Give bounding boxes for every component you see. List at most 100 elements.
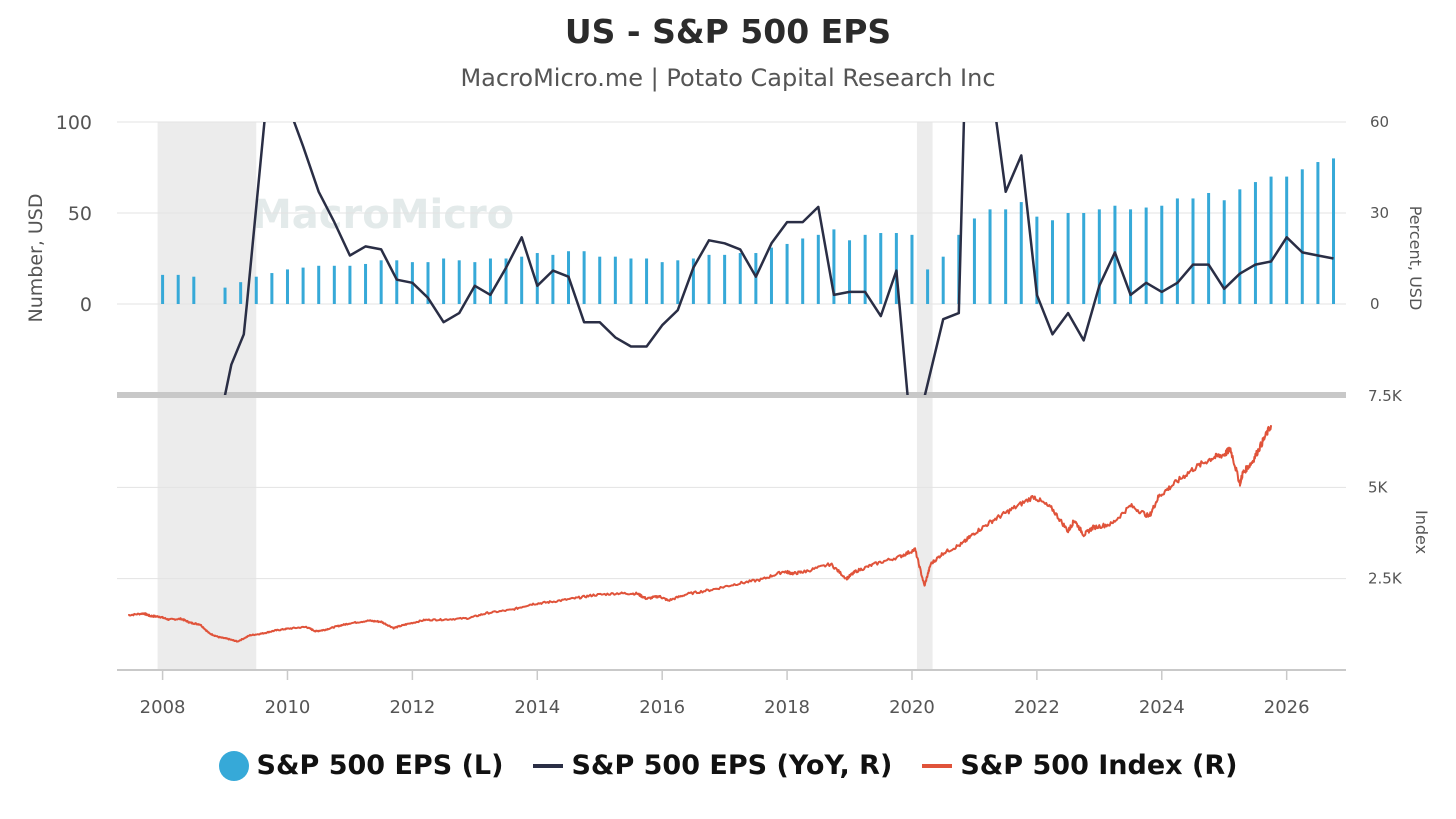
x-axis-tick-label: 2022 <box>1014 697 1060 718</box>
chart-legend: S&P 500 EPS (L) S&P 500 EPS (YoY, R) S&P… <box>0 750 1456 781</box>
legend-yoy-line-icon <box>533 763 564 768</box>
eps-bar <box>988 209 992 304</box>
eps-bar <box>1300 169 1304 304</box>
eps-bar <box>754 253 758 304</box>
eps-bar <box>863 234 867 304</box>
legend-eps-circle-icon <box>218 750 249 781</box>
index-axis-tick-label: 7.5K <box>1368 387 1403 405</box>
panel-separator <box>117 392 1346 398</box>
eps-bar <box>1238 189 1242 304</box>
eps-bar <box>1332 158 1336 304</box>
eps-bar <box>1175 198 1179 304</box>
eps-bar <box>832 229 836 304</box>
eps-bar <box>1160 205 1164 304</box>
legend-item-eps[interactable]: S&P 500 EPS (L) <box>218 750 504 781</box>
eps-bar <box>1207 192 1211 304</box>
eps-bar <box>254 276 258 304</box>
left-axis-title: Number, USD <box>25 193 47 322</box>
eps-bar <box>629 258 633 304</box>
eps-bar <box>1144 207 1148 304</box>
left-axis-tick-label: 0 <box>80 294 92 316</box>
eps-bar <box>379 260 383 304</box>
x-axis-tick-label: 2020 <box>889 697 935 718</box>
eps-bar <box>894 233 898 304</box>
legend-index-line-icon <box>922 763 953 768</box>
eps-bar <box>348 265 352 304</box>
chart-canvas: 100 50 0 60 30 0 7.5K 5K 2.5K Number, USD Percent,… <box>25 112 1431 718</box>
eps-bar <box>879 233 883 304</box>
x-axis-tick-label: 2018 <box>764 697 810 718</box>
left-axis-tick-label: 50 <box>68 203 92 225</box>
yoy-line <box>223 122 1334 395</box>
eps-bar <box>442 258 446 304</box>
eps-bar <box>1050 220 1054 304</box>
right-axis-title: Percent, USD <box>1406 206 1425 311</box>
legend-index-label: S&P 500 Index (R) <box>960 750 1238 781</box>
x-axis-tick-label: 2024 <box>1139 697 1185 718</box>
eps-bar <box>1222 200 1226 304</box>
eps-bar <box>317 265 321 304</box>
eps-bar <box>941 256 945 304</box>
index-axis-title: Index <box>1412 510 1431 554</box>
eps-bar <box>1285 176 1289 304</box>
right-axis-tick-label: 60 <box>1370 113 1389 131</box>
eps-bar <box>1097 209 1101 304</box>
right-axis-tick-label: 0 <box>1370 295 1380 313</box>
eps-bar <box>1082 213 1086 304</box>
x-axis-tick-label: 2014 <box>514 697 560 718</box>
eps-bar <box>785 243 789 304</box>
eps-bar <box>457 260 461 304</box>
x-axis-tick-label: 2016 <box>639 697 685 718</box>
eps-bar <box>270 273 274 304</box>
eps-bar <box>332 265 336 304</box>
eps-bar <box>1019 202 1023 304</box>
index-axis-tick-label: 2.5K <box>1368 570 1403 588</box>
x-axis-tick-label: 2008 <box>140 697 186 718</box>
eps-bar <box>926 269 930 304</box>
eps-bar <box>707 254 711 304</box>
eps-bar <box>660 262 664 304</box>
eps-bar <box>504 258 508 304</box>
eps-bar <box>910 234 914 304</box>
eps-bar <box>1269 176 1273 304</box>
x-axis-tick-label: 2026 <box>1264 697 1310 718</box>
eps-bar <box>645 258 649 304</box>
eps-bar <box>816 234 820 304</box>
eps-bar <box>738 253 742 304</box>
chart-title: US - S&P 500 EPS <box>564 12 892 51</box>
watermark-text: MacroMicro <box>252 192 515 238</box>
eps-bar <box>488 258 492 304</box>
eps-bar <box>395 260 399 304</box>
eps-bar <box>285 269 289 304</box>
legend-item-yoy[interactable]: S&P 500 EPS (YoY, R) <box>533 750 892 781</box>
eps-bar <box>848 240 852 304</box>
eps-bar <box>598 256 602 304</box>
eps-bar <box>972 218 976 304</box>
eps-bar <box>582 251 586 304</box>
eps-bar <box>1316 162 1320 304</box>
eps-bar <box>176 274 180 304</box>
eps-bar <box>1004 209 1008 304</box>
eps-bar <box>161 274 165 304</box>
eps-bar <box>1035 216 1039 304</box>
index-line <box>127 425 1273 643</box>
eps-bar <box>1191 198 1195 304</box>
index-axis-tick-label: 5K <box>1368 478 1389 496</box>
left-axis-tick-label: 100 <box>56 112 92 134</box>
legend-eps-label: S&P 500 EPS (L) <box>256 750 504 781</box>
eps-bar <box>239 282 243 304</box>
legend-item-index[interactable]: S&P 500 Index (R) <box>922 750 1237 781</box>
x-axis-tick-label: 2012 <box>389 697 435 718</box>
eps-bar <box>769 247 773 304</box>
eps-bar <box>426 262 430 304</box>
eps-bar <box>1129 209 1133 304</box>
eps-bar <box>676 260 680 304</box>
eps-bar <box>691 258 695 304</box>
eps-bar <box>535 253 539 304</box>
chart-subtitle: MacroMicro.me | Potato Capital Research … <box>460 64 996 92</box>
eps-bar <box>723 254 727 304</box>
legend-yoy-label: S&P 500 EPS (YoY, R) <box>571 750 893 781</box>
eps-bar <box>551 254 555 304</box>
eps-bar <box>301 267 305 304</box>
eps-bar <box>192 276 196 304</box>
